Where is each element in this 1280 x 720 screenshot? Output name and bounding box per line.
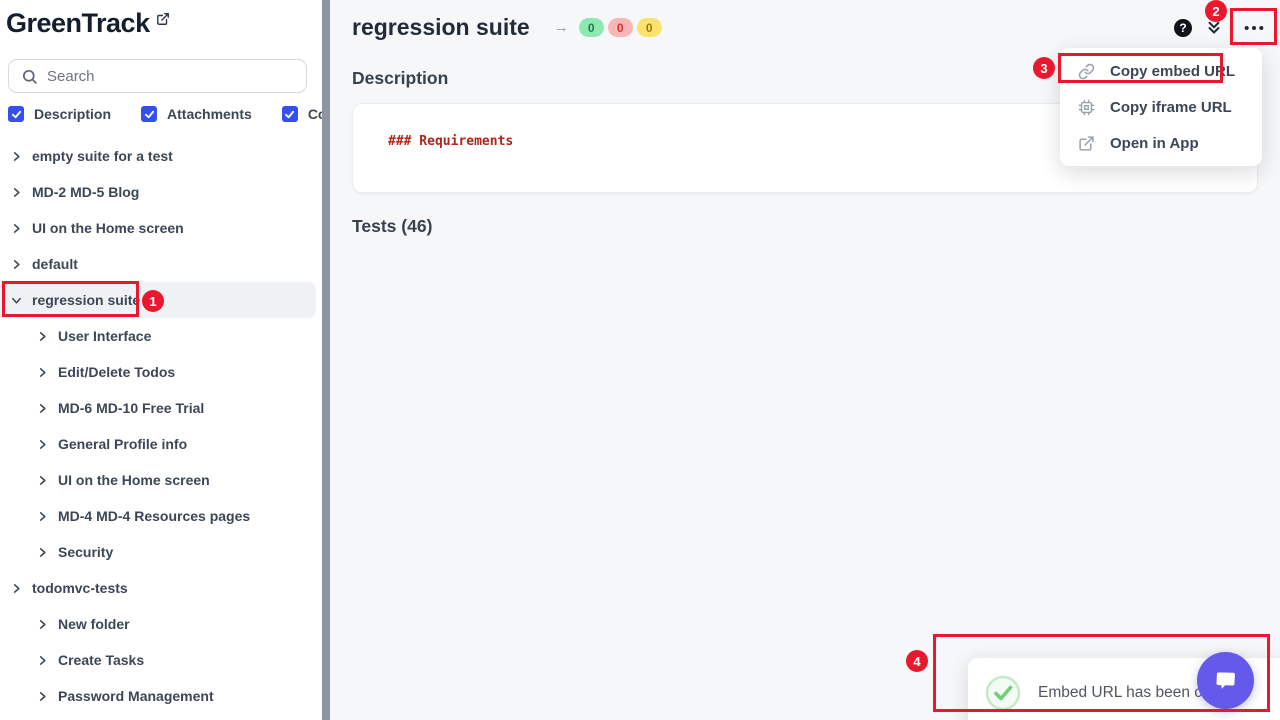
search-input[interactable] (47, 67, 294, 85)
tree-item[interactable]: General Profile info (0, 426, 322, 462)
page-title: regression suite (352, 14, 530, 40)
chevron-right-icon[interactable] (37, 439, 48, 450)
more-actions-button[interactable] (1236, 14, 1272, 42)
tree-item-label: default (32, 256, 78, 272)
count-badge-passed: 0 (578, 18, 604, 37)
tree-item[interactable]: MD-2 MD-5 Blog (0, 174, 322, 210)
tree-item[interactable]: todomvc-tests (0, 570, 322, 606)
menu-item[interactable]: Open in App (1060, 125, 1262, 161)
app-logo[interactable]: GreenTrack (6, 8, 150, 38)
checkbox-checked-icon[interactable] (141, 106, 158, 122)
tree-item-label: General Profile info (58, 436, 188, 452)
tree-item[interactable]: default (0, 246, 322, 282)
count-badge-failed: 0 (607, 18, 633, 37)
tree-item[interactable]: UI on the Home screen (0, 462, 322, 498)
chat-bubble-icon (1213, 668, 1239, 694)
filter-bar: Description Attachments Code (8, 106, 343, 122)
count-badge-skipped: 0 (636, 18, 662, 37)
menu-item-label: Copy iframe URL (1110, 98, 1232, 116)
tree-item-label: Password Management (58, 688, 214, 704)
chevron-right-icon[interactable] (37, 331, 48, 342)
tree-item[interactable]: MD-6 MD-10 Free Trial (0, 390, 322, 426)
tree-item-label: MD-4 MD-4 Resources pages (58, 508, 251, 524)
link-icon (1078, 63, 1095, 80)
tree-item[interactable]: Password Management (0, 678, 322, 714)
chevron-right-icon[interactable] (11, 187, 22, 198)
tree-item-label: todomvc-tests (32, 580, 128, 596)
menu-item-label: Open in App (1110, 134, 1199, 152)
chevron-right-icon[interactable] (37, 691, 48, 702)
external-link-icon (1078, 135, 1095, 152)
tree-item[interactable]: New folder (0, 606, 322, 642)
toast-message: Embed URL has been copied (1038, 684, 1240, 701)
tree-item[interactable]: MD-4 MD-4 Resources pages (0, 498, 322, 534)
tree-item-label: User Interface (58, 328, 152, 344)
tree-item-label: New folder (58, 616, 130, 632)
chevron-right-icon[interactable] (37, 403, 48, 414)
tree-item-label: MD-2 MD-5 Blog (32, 184, 140, 200)
menu-item-label: Copy embed URL (1110, 62, 1236, 80)
filter-label: Description (34, 106, 112, 122)
tree-item[interactable]: empty suite for a test (0, 138, 322, 174)
tree-item-label: empty suite for a test (32, 148, 173, 164)
chevron-right-icon[interactable] (37, 655, 48, 666)
tree-item-label: regression suite (32, 292, 141, 308)
logo-row: GreenTrack (0, 0, 322, 39)
filter-label: Attachments (167, 106, 252, 122)
chevron-down-icon[interactable] (11, 295, 22, 306)
tree-item[interactable]: UI on the Home screen (0, 210, 322, 246)
tree-item[interactable]: Edit/Delete Todos (0, 354, 322, 390)
tree-item-label: Security (58, 544, 114, 560)
search-icon (21, 68, 38, 85)
more-actions-menu: Copy embed URL Copy iframe URL Open in A… (1060, 48, 1262, 166)
chevron-right-icon[interactable] (11, 259, 22, 270)
chat-launcher-button[interactable] (1197, 652, 1254, 709)
tree-item[interactable]: Create Tasks (0, 642, 322, 678)
filter-checkbox[interactable]: Attachments (141, 106, 252, 122)
checkbox-checked-icon[interactable] (281, 106, 298, 122)
tree-item-label: Edit/Delete Todos (58, 364, 176, 380)
description-markdown: ### Requirements (388, 134, 514, 149)
external-link-icon (156, 12, 170, 31)
sidebar: GreenTrack Description Attachments Code (0, 0, 343, 720)
help-button[interactable]: ? (1174, 19, 1192, 37)
filter-checkbox[interactable]: Description (8, 106, 111, 122)
tree-item-label: MD-6 MD-10 Free Trial (58, 400, 205, 416)
arrow-right-glyph: → (553, 19, 569, 36)
iframe-icon (1078, 99, 1095, 116)
chevron-right-icon[interactable] (11, 583, 22, 594)
tree-item[interactable]: User Interface (0, 318, 322, 354)
sidebar-scrollbar[interactable] (322, 0, 330, 720)
menu-item[interactable]: Copy iframe URL (1060, 89, 1262, 125)
search-box[interactable] (8, 59, 307, 93)
tree-item[interactable]: Security (0, 534, 322, 570)
chevron-right-icon[interactable] (11, 223, 22, 234)
chevron-right-icon[interactable] (37, 619, 48, 630)
chevron-right-icon[interactable] (37, 367, 48, 378)
description-heading: Description (352, 68, 449, 88)
tree-item-label: UI on the Home screen (58, 472, 210, 488)
tree-item[interactable]: regression suite (0, 282, 316, 318)
menu-item[interactable]: Copy embed URL (1060, 53, 1262, 89)
chevron-right-icon[interactable] (37, 547, 48, 558)
chevron-right-icon[interactable] (37, 511, 48, 522)
tree-item-label: Create Tasks (58, 652, 145, 668)
suite-tree: empty suite for a test MD-2 MD-5 Blog UI… (0, 138, 322, 714)
collapse-all-icon[interactable] (1205, 19, 1223, 37)
checkbox-checked-icon[interactable] (8, 106, 24, 122)
tests-heading: Tests (46) (352, 216, 433, 236)
chevron-right-icon[interactable] (11, 151, 22, 162)
chevron-right-icon[interactable] (37, 475, 48, 486)
tree-item-label: UI on the Home screen (32, 220, 184, 236)
success-check-icon (985, 675, 1021, 711)
